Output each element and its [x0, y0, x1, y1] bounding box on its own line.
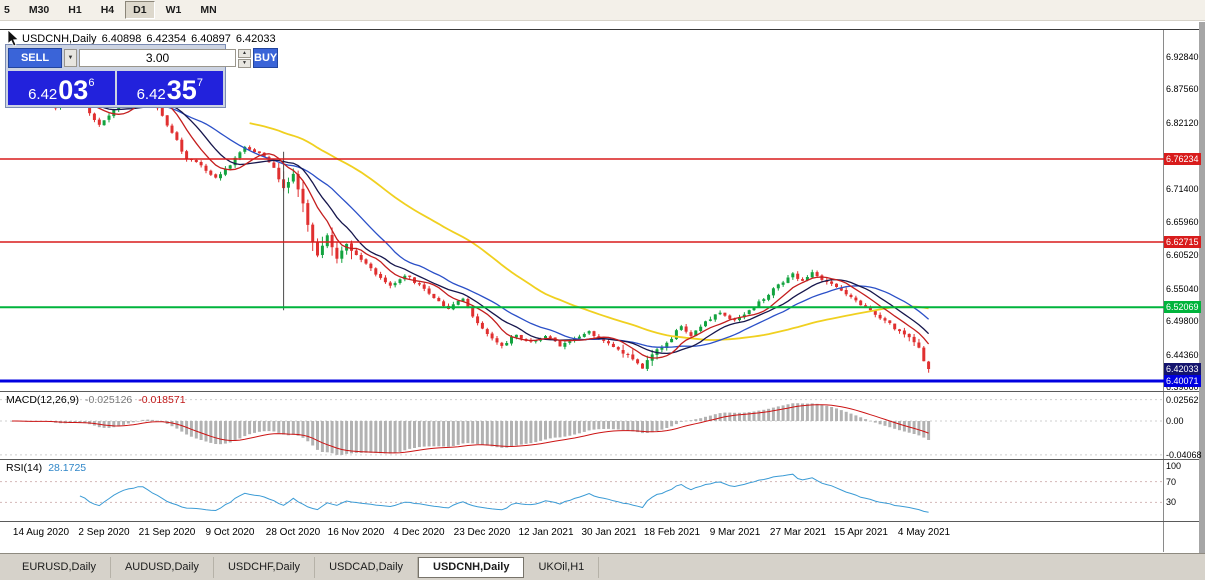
- sell-price-pips: 03: [58, 75, 89, 105]
- buy-price-pipette: 7: [196, 77, 203, 89]
- timeframe-toolbar: 5 M30 H1 H4 D1 W1 MN: [0, 0, 1205, 21]
- symbol-tab-usdchf-daily[interactable]: USDCHF,Daily: [214, 556, 316, 578]
- price-axis-label: 6.39060: [1166, 382, 1199, 393]
- time-axis-label: 14 Aug 2020: [12, 527, 70, 538]
- time-axis-label: 9 Oct 2020: [205, 527, 255, 538]
- sell-price-whole: 6.42: [28, 86, 58, 103]
- dropdown-arrow-icon: ▼: [67, 55, 74, 61]
- symbol-tab-usdcad-daily[interactable]: USDCAD,Daily: [315, 556, 419, 578]
- ohlc-high: 6.42354: [146, 33, 187, 45]
- ohlc-low: 6.40897: [191, 33, 231, 45]
- symbol-tab-ukoil-h1[interactable]: UKOil,H1: [524, 556, 600, 578]
- volume-decrease-button[interactable]: ▼: [238, 58, 251, 68]
- rsi-axis-label: 70: [1166, 477, 1177, 487]
- rsi-value: 28.1725: [48, 462, 87, 474]
- right-edge-strip: [1199, 22, 1205, 553]
- spin-up-icon: ▲: [242, 49, 247, 56]
- macd-signal-value: -0.018571: [138, 394, 186, 406]
- buy-price-pips: 35: [166, 75, 197, 105]
- symbol-tab-usdcnh-daily[interactable]: USDCNH,Daily: [418, 556, 525, 578]
- sell-button[interactable]: SELL: [8, 48, 62, 68]
- time-axis-label: 30 Jan 2021: [581, 527, 637, 538]
- timeframe-button-h1[interactable]: H1: [68, 4, 82, 16]
- spin-down-icon: ▼: [242, 59, 247, 66]
- rsi-axis-label: 30: [1166, 497, 1177, 507]
- price-axis-label: 6.71400: [1166, 183, 1199, 194]
- chart-top-border: [0, 29, 1199, 30]
- price-axis-drag-area[interactable]: [1164, 30, 1199, 521]
- rsi-axis-label: 100: [1166, 461, 1182, 471]
- macd-value: -0.025126: [84, 394, 133, 406]
- price-axis-label: 6.44360: [1166, 349, 1199, 360]
- timeframe-button-mn[interactable]: MN: [200, 4, 217, 16]
- ohlc-open: 6.40898: [101, 33, 142, 45]
- macd-axis-label: 0.02562: [1166, 395, 1199, 405]
- sell-price-pipette: 6: [88, 77, 95, 89]
- buy-button[interactable]: BUY: [253, 48, 279, 68]
- current-price-badge: 6.42033: [1164, 362, 1201, 375]
- macd-panel-resize-separator[interactable]: [0, 391, 1199, 392]
- volume-stepper: ▲ ▼: [238, 48, 251, 68]
- price-axis-label: 6.92840: [1166, 52, 1199, 63]
- time-axis-label: 21 Sep 2020: [138, 527, 196, 538]
- buy-price-display[interactable]: 6.42 35 7: [116, 71, 223, 105]
- rsi-panel-resize-separator[interactable]: [0, 459, 1199, 460]
- rsi-panel[interactable]: [0, 460, 1164, 521]
- price-axis-label: 6.55040: [1166, 284, 1199, 295]
- main-chart[interactable]: [0, 30, 1164, 391]
- timeframe-button-h4[interactable]: H4: [100, 4, 115, 16]
- symbol-tab-eurusd-daily[interactable]: EURUSD,Daily: [8, 556, 111, 578]
- price-level-badge: 6.76234: [1164, 153, 1201, 165]
- macd-label: MACD(12,26,9) -0.025126 -0.018571: [6, 394, 192, 406]
- time-axis-label: 23 Dec 2020: [453, 527, 511, 538]
- chart-symbol-period: USDCNH,Daily: [22, 33, 97, 45]
- macd-axis-label: -0.04068: [1166, 450, 1202, 460]
- time-axis-separator: [0, 521, 1199, 522]
- macd-title: MACD(12,26,9): [6, 394, 79, 406]
- volume-dropdown-button[interactable]: ▼: [64, 49, 77, 67]
- time-axis-label: 27 Mar 2021: [769, 527, 827, 538]
- sell-price-display[interactable]: 6.42 03 6: [8, 71, 115, 105]
- price-level-badge: 6.40071: [1164, 374, 1201, 387]
- symbol-tab-audusd-daily[interactable]: AUDUSD,Daily: [111, 556, 214, 578]
- time-axis-label: 28 Oct 2020: [265, 527, 321, 538]
- price-axis-label: 6.60520: [1166, 250, 1199, 261]
- time-axis-label: 18 Feb 2021: [643, 527, 701, 538]
- ohlc-close: 6.42033: [235, 33, 276, 45]
- chart-ohlc-info: USDCNH,Daily 6.40898 6.42354 6.40897 6.42033: [22, 33, 281, 45]
- macd-axis-label: 0.00: [1166, 416, 1184, 426]
- time-axis-label: 12 Jan 2021: [518, 527, 574, 538]
- time-axis-label: 15 Apr 2021: [834, 527, 888, 538]
- symbol-tab-bar: EURUSD,Daily AUDUSD,Daily USDCHF,Daily USDC…: [0, 553, 1205, 580]
- rsi-label: RSI(14) 28.1725: [6, 462, 92, 474]
- rsi-title: RSI(14): [6, 462, 43, 474]
- time-axis-label: 4 May 2021: [897, 527, 951, 538]
- price-level-badge: 6.62715: [1164, 235, 1201, 248]
- time-axis-label: 4 Dec 2020: [393, 527, 445, 538]
- volume-input[interactable]: [79, 49, 236, 67]
- timeframe-button-d1[interactable]: D1: [125, 1, 155, 19]
- price-axis-label: 6.87560: [1166, 84, 1199, 95]
- mouse-cursor-icon: [7, 30, 20, 47]
- price-axis-label: 6.49800: [1166, 316, 1199, 327]
- price-axis-label: 6.82120: [1166, 117, 1199, 128]
- time-axis-label: 2 Sep 2020: [78, 527, 130, 538]
- macd-panel[interactable]: [0, 392, 1164, 459]
- timeframe-button-m30[interactable]: M30: [28, 4, 50, 16]
- price-axis-border: [1163, 30, 1164, 552]
- timeframe-button-w1[interactable]: W1: [165, 4, 182, 16]
- price-level-badge: 6.52069: [1164, 301, 1201, 314]
- time-axis-label: 9 Mar 2021: [709, 527, 761, 538]
- price-axis-label: 6.65960: [1166, 217, 1199, 228]
- volume-increase-button[interactable]: ▲: [238, 48, 251, 58]
- buy-price-whole: 6.42: [136, 86, 166, 103]
- timeframe-button-5[interactable]: 5: [4, 4, 10, 16]
- time-axis-label: 16 Nov 2020: [327, 527, 385, 538]
